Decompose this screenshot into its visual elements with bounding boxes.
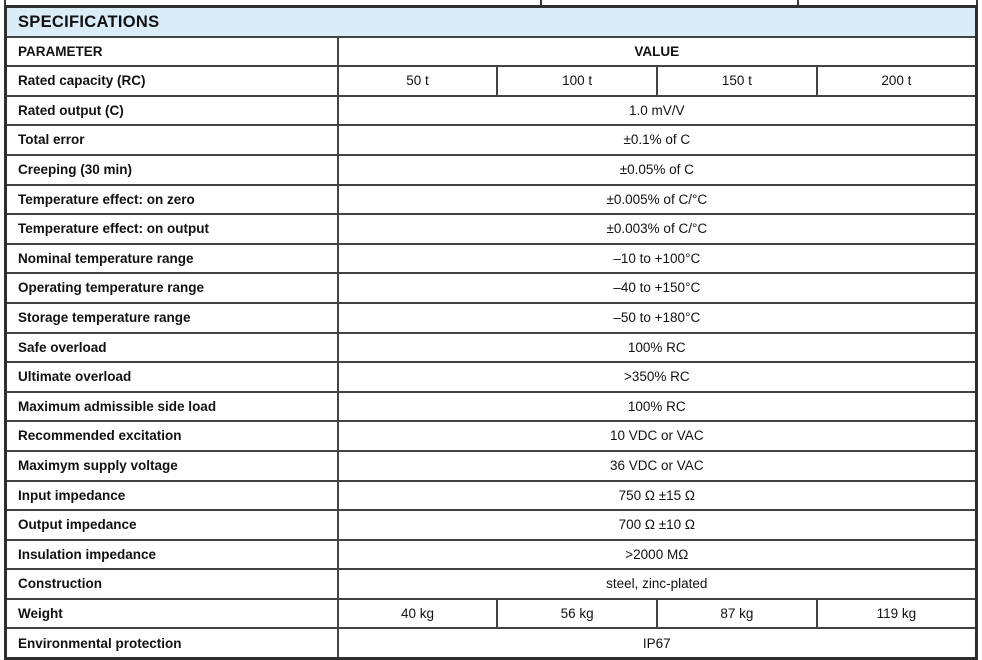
spec-row: Ultimate overload >350% RC <box>4 361 978 393</box>
spec-row: Input impedance 750 Ω ±15 Ω <box>4 479 978 512</box>
spec-row: Operating temperature range –40 to +150°C <box>4 272 978 304</box>
parameter-cell: Construction <box>4 568 339 600</box>
value-cell: steel, zinc-plated <box>336 568 978 600</box>
parameter-cell: Insulation impedance <box>4 538 339 571</box>
parameter-cell: Output impedance <box>4 509 339 541</box>
parameter-cell: Nominal temperature range <box>4 242 339 275</box>
spec-row: Rated capacity (RC) 50 t 100 t 150 t 200 t <box>4 65 978 97</box>
parameter-cell: Rated capacity (RC) <box>4 65 339 97</box>
value-cell: ±0.1% of C <box>336 124 978 156</box>
value-cell: –50 to +180°C <box>336 301 978 334</box>
column-header-parameter: PARAMETER <box>4 35 339 68</box>
parameter-cell: Input impedance <box>4 479 339 512</box>
spec-row: Construction steel, zinc-plated <box>4 568 978 600</box>
spec-row: Rated output (C) 1.0 mV/V <box>4 94 978 127</box>
parameter-cell: Operating temperature range <box>4 272 339 304</box>
spec-row: Output impedance 700 Ω ±10 Ω <box>4 509 978 541</box>
value-cell: 100% RC <box>336 331 978 364</box>
remnant-column-divider <box>796 0 799 5</box>
value-cell: ±0.005% of C/°C <box>336 183 978 216</box>
parameter-cell: Weight <box>4 597 339 630</box>
parameter-cell: Maximym supply voltage <box>4 449 339 482</box>
spec-row: Temperature effect: on output ±0.003% of … <box>4 213 978 245</box>
parameter-cell: Rated output (C) <box>4 94 339 127</box>
value-cell: >350% RC <box>336 361 978 393</box>
value-cell: 100% RC <box>336 390 978 423</box>
spec-row: Creeping (30 min) ±0.05% of C <box>4 153 978 186</box>
value-cell: ±0.003% of C/°C <box>336 213 978 245</box>
spec-row: Safe overload 100% RC <box>4 331 978 364</box>
spec-row: Temperature effect: on zero ±0.005% of C/… <box>4 183 978 216</box>
parameter-cell: Creeping (30 min) <box>4 153 339 186</box>
spec-row: Maximym supply voltage 36 VDC or VAC <box>4 449 978 482</box>
parameter-cell: Temperature effect: on zero <box>4 183 339 216</box>
value-cell: 150 t <box>656 65 818 97</box>
value-cell: 56 kg <box>496 597 659 630</box>
table-body: Rated capacity (RC) 50 t 100 t 150 t 200 t Ra… <box>4 65 978 660</box>
value-cell: –10 to +100°C <box>336 242 978 275</box>
value-cell: 40 kg <box>336 597 499 630</box>
spec-row: Weight 40 kg 56 kg 87 kg 119 kg <box>4 597 978 630</box>
column-header-value: VALUE <box>336 35 978 68</box>
spec-row: Storage temperature range –50 to +180°C <box>4 301 978 334</box>
value-cell: 100 t <box>496 65 659 97</box>
column-header-row: PARAMETER VALUE <box>4 35 978 68</box>
spec-row: Maximum admissible side load 100% RC <box>4 390 978 423</box>
value-cell: >2000 MΩ <box>336 538 978 571</box>
parameter-cell: Recommended excitation <box>4 420 339 452</box>
value-cell: 750 Ω ±15 Ω <box>336 479 978 512</box>
specifications-table: SPECIFICATIONS PARAMETER VALUE Rated cap… <box>4 5 978 660</box>
parameter-cell: Maximum admissible side load <box>4 390 339 423</box>
spec-row: Recommended excitation 10 VDC or VAC <box>4 420 978 452</box>
value-cell: –40 to +150°C <box>336 272 978 304</box>
value-cell: 10 VDC or VAC <box>336 420 978 452</box>
spec-row: Environmental protection IP67 <box>4 627 978 660</box>
parameter-cell: Total error <box>4 124 339 156</box>
value-cell: 87 kg <box>656 597 818 630</box>
value-cell: ±0.05% of C <box>336 153 978 186</box>
parameter-cell: Storage temperature range <box>4 301 339 334</box>
value-cell: 200 t <box>815 65 978 97</box>
parameter-cell: Temperature effect: on output <box>4 213 339 245</box>
spec-row: Total error ±0.1% of C <box>4 124 978 156</box>
value-cell: IP67 <box>336 627 978 660</box>
parameter-cell: Safe overload <box>4 331 339 364</box>
spec-row: Nominal temperature range –10 to +100°C <box>4 242 978 275</box>
spec-row: Insulation impedance >2000 MΩ <box>4 538 978 571</box>
remnant-column-divider <box>539 0 542 5</box>
table-title: SPECIFICATIONS <box>4 5 978 38</box>
parameter-cell: Environmental protection <box>4 627 339 660</box>
value-cell: 50 t <box>336 65 499 97</box>
parameter-cell: Ultimate overload <box>4 361 339 393</box>
value-cell: 119 kg <box>815 597 978 630</box>
value-cell: 1.0 mV/V <box>336 94 978 127</box>
value-cell: 36 VDC or VAC <box>336 449 978 482</box>
table-title-row: SPECIFICATIONS <box>4 5 978 38</box>
cropped-table-remnant <box>4 0 978 5</box>
value-cell: 700 Ω ±10 Ω <box>336 509 978 541</box>
